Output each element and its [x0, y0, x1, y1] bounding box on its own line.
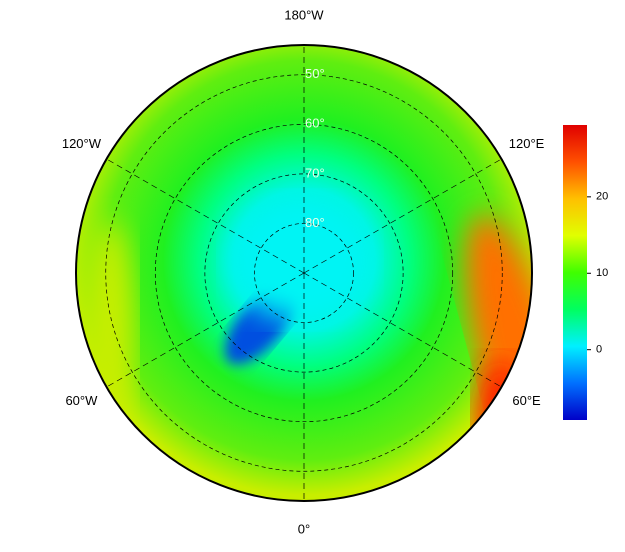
- meridian-line: [106, 272, 305, 388]
- latitude-circle: [254, 223, 354, 323]
- latitude-circle: [204, 173, 404, 373]
- meridian-line: [303, 272, 502, 388]
- colorbar-tick-label: 20: [596, 191, 608, 203]
- colorbar: [563, 125, 587, 420]
- meridian-line: [106, 158, 305, 274]
- latitude-label: 80°: [305, 215, 325, 230]
- latitude-label: 60°: [305, 116, 325, 131]
- latitude-circle: [105, 74, 503, 472]
- longitude-label: 120°W: [62, 136, 102, 151]
- latitude-label: 70°: [305, 165, 325, 180]
- longitude-label: 180°W: [284, 7, 324, 22]
- meridian-line: [303, 158, 502, 274]
- colorbar-tick-label: 0: [596, 344, 602, 356]
- longitude-label: 120°E: [509, 136, 545, 151]
- longitude-label: 60°W: [65, 393, 98, 408]
- longitude-label: 60°E: [512, 393, 541, 408]
- colorbar-tick-label: 10: [596, 267, 608, 279]
- longitude-label: 0°: [298, 521, 310, 536]
- graticule: [105, 45, 503, 501]
- map-boundary: [75, 44, 533, 502]
- latitude-label: 50°: [305, 66, 325, 81]
- latitude-circle: [154, 123, 454, 423]
